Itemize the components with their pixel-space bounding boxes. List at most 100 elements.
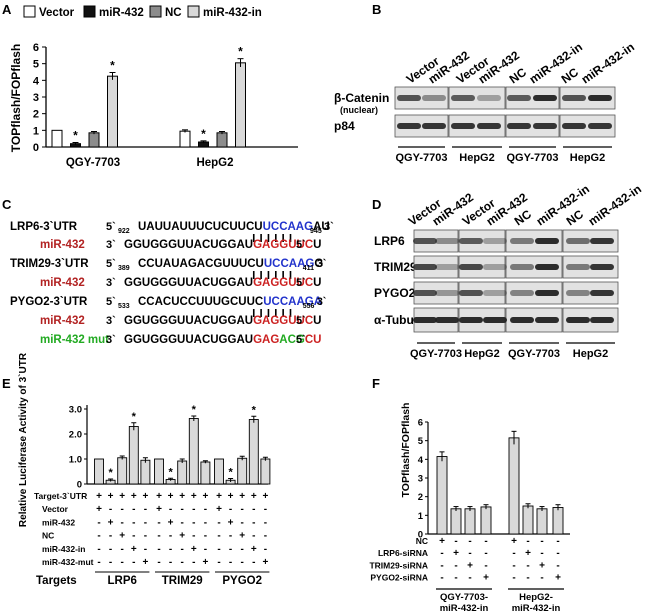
blot-strip bbox=[394, 114, 449, 138]
panel-e-table-mark: + bbox=[168, 517, 174, 528]
seq-seed: GAG bbox=[253, 334, 279, 346]
panel-e-table-mark: + bbox=[228, 517, 234, 528]
panel-f-table-label: TRIM29-siRNA bbox=[369, 560, 428, 570]
panel-f-ytick-label: 6 bbox=[418, 418, 423, 429]
panel-e-table-mark: + bbox=[228, 491, 234, 502]
blot-strip bbox=[448, 86, 506, 110]
panel-e-bar bbox=[94, 458, 104, 485]
panel-e-chart: Relative Luciferase Activity of 3`UTR 0 1… bbox=[18, 352, 271, 587]
blot-band bbox=[590, 238, 614, 244]
panel-e-table-mark: - bbox=[241, 504, 244, 515]
panel-f-table-mark: + bbox=[525, 548, 531, 559]
panel-a-bar bbox=[107, 75, 118, 148]
panel-e-table-label: NC bbox=[42, 531, 54, 541]
seq-prefix: 5` bbox=[106, 296, 116, 308]
panel-e-table-mark: - bbox=[229, 557, 232, 568]
panel-e-table-mark: - bbox=[252, 517, 255, 528]
panel-e-table-mark: + bbox=[216, 504, 222, 515]
panel-e-table-mark: - bbox=[264, 517, 267, 528]
panel-f-ylabel: TOPflash/FOPflash bbox=[400, 403, 412, 498]
panel-e-bar bbox=[128, 426, 139, 485]
panel-a-ytick-label: 5 bbox=[33, 59, 39, 71]
legend-swatch-mir432in bbox=[187, 5, 200, 18]
blot-group-label: HepG2 bbox=[573, 348, 608, 360]
seq-text: GGUGGGUUACUGGAUGAGGUUCU bbox=[124, 277, 321, 289]
blot-lane-label: miR-432-in bbox=[586, 182, 644, 229]
panel-e-table-mark: - bbox=[217, 531, 220, 542]
panel-e-table-mark: - bbox=[204, 517, 207, 528]
panel-e-table-mark: - bbox=[217, 557, 220, 568]
panel-a-ylabel: TOPflash/FOPflash bbox=[9, 44, 23, 152]
panel-a-ytick-label: 2 bbox=[33, 109, 39, 121]
seq-part: GGUGGGUUACUGGAU bbox=[124, 315, 253, 327]
panel-e-table-mark: + bbox=[191, 544, 197, 555]
panel-e-bar bbox=[214, 458, 224, 485]
panel-e-bar bbox=[260, 458, 271, 485]
panel-a-ytick-label: 1 bbox=[33, 125, 39, 137]
legend-swatch-mir432 bbox=[83, 5, 96, 18]
panel-e-table-mark: + bbox=[262, 557, 268, 568]
panel-e-bar bbox=[154, 458, 164, 485]
seq-row-label: miR-432 bbox=[40, 315, 85, 327]
panel-e-table-mark: + bbox=[156, 491, 162, 502]
blot-band bbox=[566, 238, 590, 244]
panel-e-target-label: PYGO2 bbox=[222, 575, 262, 587]
panel-f-table-mark: - bbox=[454, 573, 457, 584]
panel-f-bar bbox=[464, 508, 476, 535]
seq-part: CU bbox=[305, 334, 322, 346]
seq-site: UCCAAGA bbox=[263, 296, 322, 308]
seq-seed: GAGGUUC bbox=[253, 315, 313, 327]
blot-row-label: p84 bbox=[334, 119, 355, 133]
blot-band bbox=[459, 238, 483, 244]
blot-row-sublabel: (nuclear) bbox=[340, 105, 378, 115]
blot-band bbox=[413, 238, 437, 244]
panel-e-table-mark: + bbox=[119, 491, 125, 502]
blot-band bbox=[535, 317, 559, 323]
panel-f-table-mark: - bbox=[526, 536, 529, 547]
seq-part: CCUAUAGACGUUUCU bbox=[138, 258, 264, 270]
seq-end-pos: 945 bbox=[310, 228, 322, 235]
seq-part: G bbox=[314, 258, 323, 270]
panel-e-ytick-label: 1.0 bbox=[69, 455, 82, 466]
panel-e-table-mark: - bbox=[181, 544, 184, 555]
panel-e-table-mark: - bbox=[181, 504, 184, 515]
panel-e-table-mark: + bbox=[108, 491, 114, 502]
panel-e-table-mark: + bbox=[216, 491, 222, 502]
panel-e-sig-star: * bbox=[108, 467, 113, 479]
panel-e-table-mark: - bbox=[241, 517, 244, 528]
blot-group-label: QGY-7703 bbox=[508, 348, 560, 360]
blot-band bbox=[422, 123, 446, 129]
blot-band bbox=[590, 264, 614, 270]
panel-f-table-mark: - bbox=[440, 560, 443, 571]
panel-e-table-mark: - bbox=[157, 544, 160, 555]
panel-e-table-mark: - bbox=[204, 544, 207, 555]
seq-prefix: 3` bbox=[106, 277, 116, 289]
blot-row-label: β-Catenin bbox=[334, 91, 389, 105]
panel-a-ytick-label: 6 bbox=[33, 42, 39, 54]
panel-e-table-label: miR-432 bbox=[42, 517, 75, 527]
panel-e-table-mark: + bbox=[239, 491, 245, 502]
panel-e-ytick-label: 3.0 bbox=[69, 405, 82, 416]
panel-e-table-label: Target-3`UTR bbox=[34, 491, 87, 501]
panel-f-bar bbox=[522, 505, 534, 535]
panel-f-table-mark: - bbox=[556, 560, 559, 571]
panel-f-group-label-line: QGY-7703- bbox=[440, 592, 488, 603]
blot-band bbox=[533, 95, 557, 101]
blot-band bbox=[507, 95, 531, 101]
blot-group-label: HepG2 bbox=[570, 152, 605, 164]
panel-label-a: A bbox=[2, 2, 12, 17]
panel-e-table-mark: - bbox=[264, 504, 267, 515]
legend-nc: NC bbox=[165, 7, 182, 19]
blot-strip bbox=[505, 86, 560, 110]
panel-e-table-mark: - bbox=[109, 557, 112, 568]
panel-f-bar bbox=[450, 508, 462, 535]
panel-e-table-mark: - bbox=[192, 504, 195, 515]
blot-band bbox=[533, 123, 557, 129]
seq-part: GGUGGGUUACUGGAU bbox=[124, 277, 253, 289]
seq-row-label: miR-432 bbox=[40, 277, 85, 289]
blot-band bbox=[397, 123, 421, 129]
blot-group-label: HepG2 bbox=[459, 152, 494, 164]
panel-e-ylabel: Relative Luciferase Activity of 3`UTR bbox=[18, 352, 29, 527]
panel-f-ytick-label: 0 bbox=[418, 530, 423, 541]
blot-group-label: QGY-7703 bbox=[396, 152, 448, 164]
